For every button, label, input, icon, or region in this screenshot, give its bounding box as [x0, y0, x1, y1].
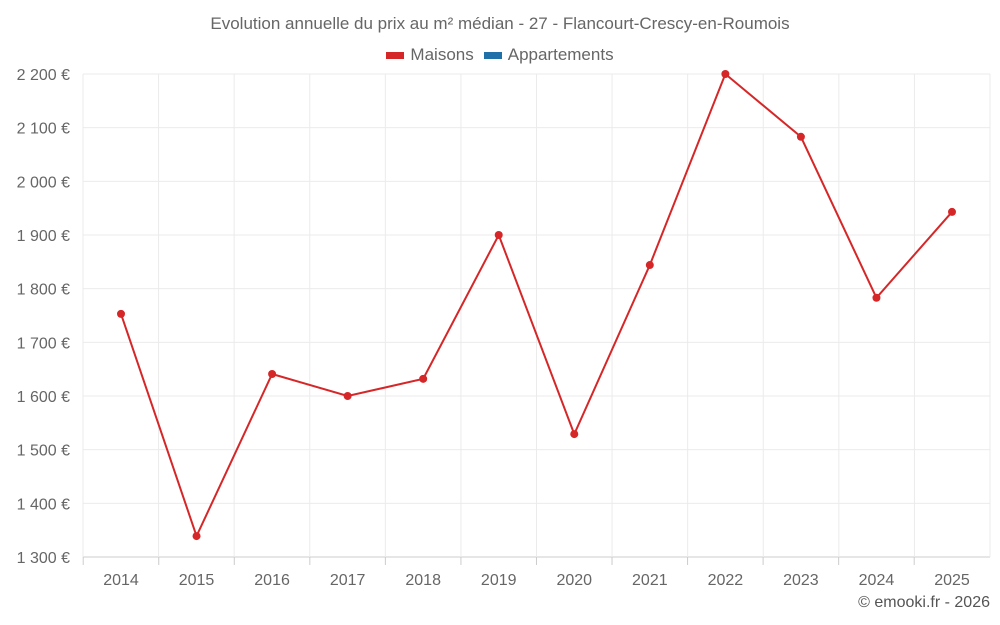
x-tick-label: 2022	[708, 572, 744, 589]
x-tick-label: 2023	[783, 572, 819, 589]
legend-label-maisons: Maisons	[410, 45, 474, 64]
y-tick-label: 2 100 €	[17, 121, 70, 138]
y-tick-label: 2 200 €	[17, 67, 70, 84]
data-point	[721, 70, 730, 78]
credit: © emooki.fr - 2026	[858, 594, 990, 611]
data-point	[343, 392, 352, 400]
y-tick-label: 1 300 €	[17, 550, 70, 567]
x-tick-label: 2015	[179, 572, 215, 589]
data-point	[948, 207, 956, 216]
y-tick-label: 1 500 €	[17, 443, 70, 460]
x-tick-label: 2020	[556, 572, 592, 589]
x-tick-label: 2014	[103, 572, 139, 589]
x-tick-label: 2018	[405, 572, 441, 589]
x-tick-label: 2017	[330, 572, 366, 589]
data-point	[117, 309, 125, 318]
legend: Maisons Appartements	[0, 45, 1000, 65]
legend-label-appartements: Appartements	[507, 45, 614, 64]
data-point	[570, 430, 579, 439]
data-point	[419, 374, 428, 383]
x-tick-label: 2016	[254, 572, 290, 589]
data-point	[796, 132, 805, 141]
data-point	[494, 231, 503, 239]
x-tick-label: 2024	[859, 572, 895, 589]
y-tick-label: 1 800 €	[17, 282, 70, 299]
y-tick-label: 1 900 €	[17, 228, 70, 245]
legend-item-appartements[interactable]: Appartements	[483, 45, 614, 65]
y-tick-label: 1 700 €	[17, 335, 70, 352]
legend-swatch-appartements	[483, 51, 502, 59]
x-tick-label: 2025	[934, 572, 970, 589]
y-tick-label: 2 000 €	[17, 174, 70, 191]
x-tick-label: 2021	[632, 572, 668, 589]
y-tick-label: 1 400 €	[17, 496, 70, 513]
x-tick-label: 2019	[481, 572, 517, 589]
data-point	[872, 293, 881, 302]
data-point	[192, 532, 201, 541]
legend-item-maisons[interactable]: Maisons	[386, 45, 474, 65]
chart-title: Evolution annuelle du prix au m² médian …	[210, 14, 790, 33]
y-tick-label: 1 600 €	[17, 389, 70, 406]
series-line-maisons	[120, 72, 953, 539]
legend-swatch-maisons	[386, 51, 405, 59]
data-point	[645, 261, 654, 270]
data-point	[268, 369, 277, 378]
